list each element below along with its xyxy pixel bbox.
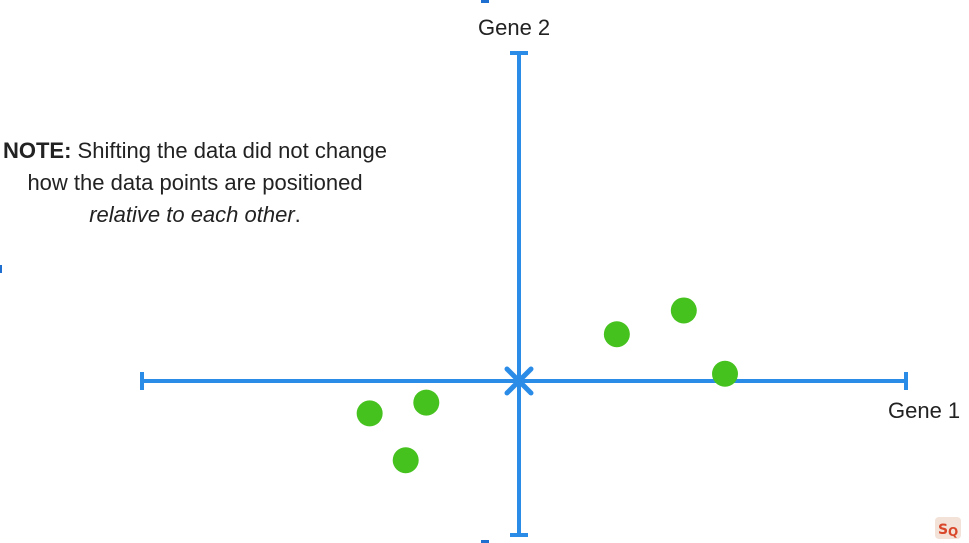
x-axis-label: Gene 1: [888, 398, 961, 423]
selection-handle-bottom: [481, 540, 489, 543]
selection-handle-top: [481, 0, 489, 3]
note-text: NOTE: Shifting the data did not change h…: [0, 135, 390, 231]
note-text-1: Shifting the data did not change how the…: [27, 138, 388, 195]
svg-text:S: S: [938, 522, 948, 538]
data-point-3: [392, 447, 419, 474]
origin-x-marker-icon: [504, 366, 534, 396]
data-point-1: [356, 400, 383, 427]
selection-handle-left: [0, 265, 2, 273]
note-bold: NOTE:: [2, 138, 72, 163]
note-italic: relative to each other: [89, 202, 295, 227]
data-point-4: [603, 321, 630, 348]
data-points: [356, 297, 738, 474]
data-point-2: [413, 389, 440, 416]
axes: [140, 51, 908, 537]
y-axis-label: Gene 2: [478, 15, 551, 40]
data-point-6: [712, 360, 738, 387]
svg-text:Q: Q: [948, 525, 958, 539]
note-text-2: .: [294, 202, 301, 227]
sq-logo-icon: S Q: [935, 517, 961, 539]
data-point-5: [670, 297, 697, 324]
